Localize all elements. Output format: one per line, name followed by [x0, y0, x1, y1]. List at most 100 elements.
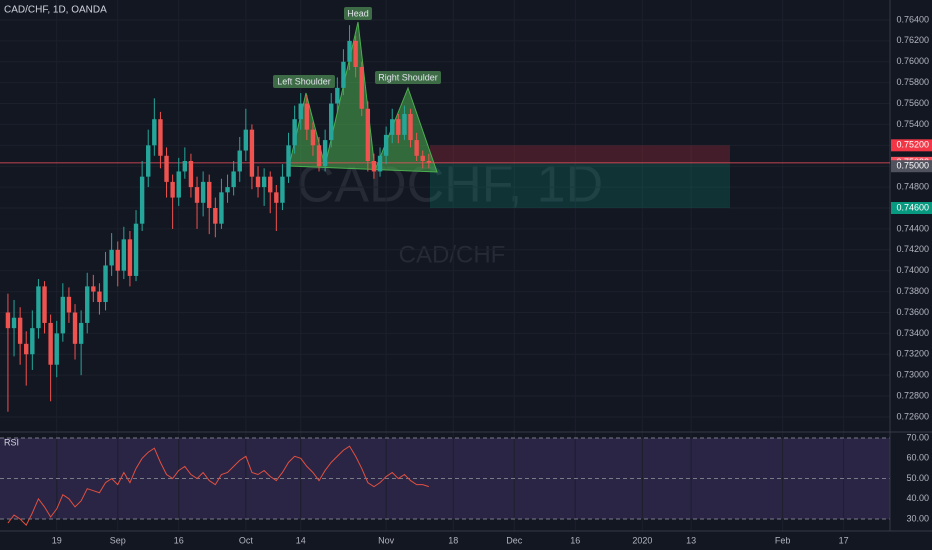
x-tick-label: Nov: [378, 535, 395, 545]
candle-body: [194, 187, 200, 203]
y-tick-label: 0.74200: [896, 244, 929, 254]
candle-body: [17, 317, 23, 344]
y-tick-label: 0.75800: [896, 77, 929, 87]
candle-body: [286, 145, 291, 177]
x-tick-label: 2020: [632, 535, 652, 545]
candle-body: [268, 176, 273, 193]
candle-body: [127, 239, 133, 276]
candle-body: [164, 155, 169, 182]
candle-body: [310, 129, 316, 146]
candle-body: [176, 171, 181, 198]
candle-body: [139, 176, 145, 224]
x-tick-label: 17: [839, 535, 849, 545]
candle-body: [255, 176, 261, 188]
chart-title: CAD/CHF, 1D, OANDA: [4, 5, 107, 16]
candle-body: [261, 176, 267, 188]
x-tick-label: Feb: [775, 535, 791, 545]
candle-body: [48, 322, 53, 365]
candle-body: [359, 66, 364, 109]
candle-body: [72, 312, 78, 344]
y-tick-label: 0.76400: [896, 14, 929, 24]
y-tick-label: 0.73800: [896, 286, 929, 296]
rsi-line: [7, 445, 429, 526]
candle-body: [97, 291, 102, 303]
candle-body: [115, 249, 120, 271]
candle-body: [304, 103, 310, 130]
candle-body: [249, 129, 255, 177]
candle-body: [243, 129, 249, 151]
candle-body: [371, 160, 377, 172]
candle-body: [24, 343, 29, 355]
candle-body: [103, 265, 108, 303]
price-tag-label: 0.75000: [896, 161, 929, 171]
candle-body: [390, 119, 395, 135]
candle-body: [420, 155, 425, 161]
candle-body: [42, 286, 47, 323]
candle-body: [54, 333, 59, 365]
x-tick-label: 14: [296, 535, 306, 545]
candle-body: [414, 140, 419, 156]
candle-body: [109, 249, 114, 266]
x-tick-label: 13: [686, 535, 696, 545]
candle-body: [231, 171, 236, 188]
annotation-box: [344, 7, 372, 20]
candle-body: [11, 317, 17, 329]
candle-body: [200, 181, 206, 203]
annotation: Head: [347, 8, 369, 18]
candle-body: [335, 87, 340, 104]
candle-body: [274, 192, 279, 203]
price-tag-label: 0.74600: [896, 202, 929, 212]
y-tick-label: 60.00: [906, 453, 929, 463]
candle-body: [66, 296, 72, 313]
y-tick-label: 0.75600: [896, 98, 929, 108]
price-tag: [891, 139, 932, 152]
candle-body: [146, 145, 151, 177]
candle-body: [316, 145, 322, 167]
candle-body: [152, 119, 157, 146]
y-tick-label: 0.74800: [896, 181, 929, 191]
x-tick-label: 18: [448, 535, 458, 545]
x-tick-label: Dec: [506, 535, 523, 545]
candle-body: [133, 223, 139, 276]
annotation: Left Shoulder: [277, 76, 331, 86]
y-tick-label: 0.73400: [896, 328, 929, 338]
candle-body: [365, 108, 371, 161]
candle-body: [292, 119, 297, 146]
candle-body: [60, 296, 66, 334]
candle-body: [237, 150, 242, 172]
y-tick-label: 30.00: [906, 513, 929, 523]
x-tick-label: 16: [570, 535, 580, 545]
candle-body: [78, 322, 84, 344]
y-tick-label: 40.00: [906, 493, 929, 503]
x-tick-label: Sep: [110, 535, 126, 545]
candle-body: [5, 312, 11, 329]
y-tick-label: 0.72600: [896, 411, 929, 421]
candle-body: [121, 239, 127, 271]
y-tick-label: 0.74400: [896, 223, 929, 233]
candle-body: [36, 286, 41, 329]
annotation-box: [273, 75, 335, 88]
candle-body: [377, 155, 383, 172]
watermark: CAD/CHF: [399, 241, 506, 268]
annotation-box: [375, 71, 441, 84]
candle-body: [219, 192, 224, 224]
y-tick-label: 0.73200: [896, 349, 929, 359]
candle-body: [170, 181, 175, 198]
price-tag: [891, 202, 932, 215]
candle-body: [341, 61, 346, 88]
price-tag-label: 0.75200: [896, 140, 929, 150]
x-tick-label: Oct: [239, 535, 254, 545]
y-tick-label: 50.00: [906, 473, 929, 483]
candle-body: [402, 113, 407, 135]
candle-body: [225, 187, 230, 193]
y-tick-label: 0.74000: [896, 265, 929, 275]
annotation: Right Shoulder: [378, 72, 438, 82]
y-tick-label: 0.75400: [896, 119, 929, 129]
candle-body: [158, 119, 163, 156]
x-tick-label: 19: [52, 535, 62, 545]
candle-body: [85, 286, 90, 323]
candle-body: [426, 160, 432, 163]
